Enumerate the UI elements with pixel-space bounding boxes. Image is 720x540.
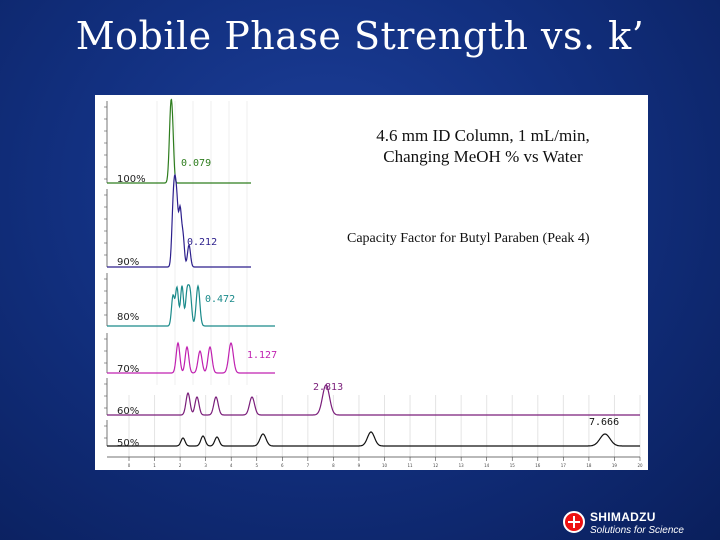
trace-line-1 xyxy=(107,173,251,268)
trace-line-5 xyxy=(107,431,640,447)
x-tick-label-19: 19 xyxy=(612,463,618,468)
capacity-note: Capacity Factor for Butyl Paraben (Peak … xyxy=(347,231,590,246)
x-tick-label-1: 1 xyxy=(153,463,156,468)
slide-title-prime: ’ xyxy=(631,14,645,58)
x-tick-label-3: 3 xyxy=(204,463,207,468)
x-tick-label-7: 7 xyxy=(307,463,310,468)
series-label-80: 80% xyxy=(117,312,140,323)
x-tick-label-0: 0 xyxy=(128,463,131,468)
x-tick-label-9: 9 xyxy=(358,463,361,468)
x-tick-label-18: 18 xyxy=(586,463,592,468)
k-value-90: 0.212 xyxy=(187,237,218,248)
slide-title-text: Mobile Phase Strength vs. k xyxy=(75,14,632,58)
chromatogram-panel: 0 1 2 3 4 5 6 7 8 9 10 11 12 13 14 15 16 17 18 19 20 4.6 mm … xyxy=(95,95,648,470)
trace-line-0 xyxy=(107,98,251,184)
series-label-50: 50% xyxy=(117,438,140,449)
series-label-70: 70% xyxy=(117,364,140,375)
series-label-60: 60% xyxy=(117,406,140,417)
shimadzu-logo: SHIMADZU Solutions for Science xyxy=(563,510,703,540)
x-tick-label-17: 17 xyxy=(561,463,567,468)
shimadzu-logo-icon xyxy=(563,511,585,533)
x-tick-label-16: 16 xyxy=(535,463,541,468)
k-value-80: 0.472 xyxy=(205,294,236,305)
logo-tagline: Solutions for Science xyxy=(590,525,684,536)
x-tick-label-13: 13 xyxy=(459,463,465,468)
x-tick-label-5: 5 xyxy=(255,463,258,468)
x-tick-label-15: 15 xyxy=(510,463,516,468)
x-tick-label-6: 6 xyxy=(281,463,284,468)
x-tick-label-2: 2 xyxy=(179,463,182,468)
x-tick-label-14: 14 xyxy=(484,463,490,468)
column-note: 4.6 mm ID Column, 1 mL/min, Changing MeO… xyxy=(333,125,633,167)
trace-line-2 xyxy=(107,284,275,327)
series-label-90: 90% xyxy=(117,257,140,268)
column-note-line2: Changing MeOH % vs Water xyxy=(383,147,583,166)
column-note-line1: 4.6 mm ID Column, 1 mL/min, xyxy=(376,126,590,145)
x-tick-label-4: 4 xyxy=(230,463,233,468)
trace-line-4 xyxy=(107,384,640,416)
series-label-100: 100% xyxy=(117,174,146,185)
x-tick-label-10: 10 xyxy=(382,463,388,468)
slide-title: Mobile Phase Strength vs. k’ xyxy=(0,14,720,58)
logo-name: SHIMADZU xyxy=(590,510,656,524)
x-tick-label-20: 20 xyxy=(637,463,643,468)
k-value-60: 2.813 xyxy=(313,382,344,393)
trace-line-3 xyxy=(107,341,275,374)
x-tick-label-12: 12 xyxy=(433,463,439,468)
chromatogram-chart: 0 1 2 3 4 5 6 7 8 9 10 11 12 13 14 15 16 17 18 19 20 xyxy=(104,98,643,468)
x-tick-label-8: 8 xyxy=(332,463,335,468)
k-value-100: 0.079 xyxy=(181,158,212,169)
k-value-50: 7.666 xyxy=(589,417,620,428)
k-value-70: 1.127 xyxy=(247,350,278,361)
x-tick-label-11: 11 xyxy=(408,463,414,468)
